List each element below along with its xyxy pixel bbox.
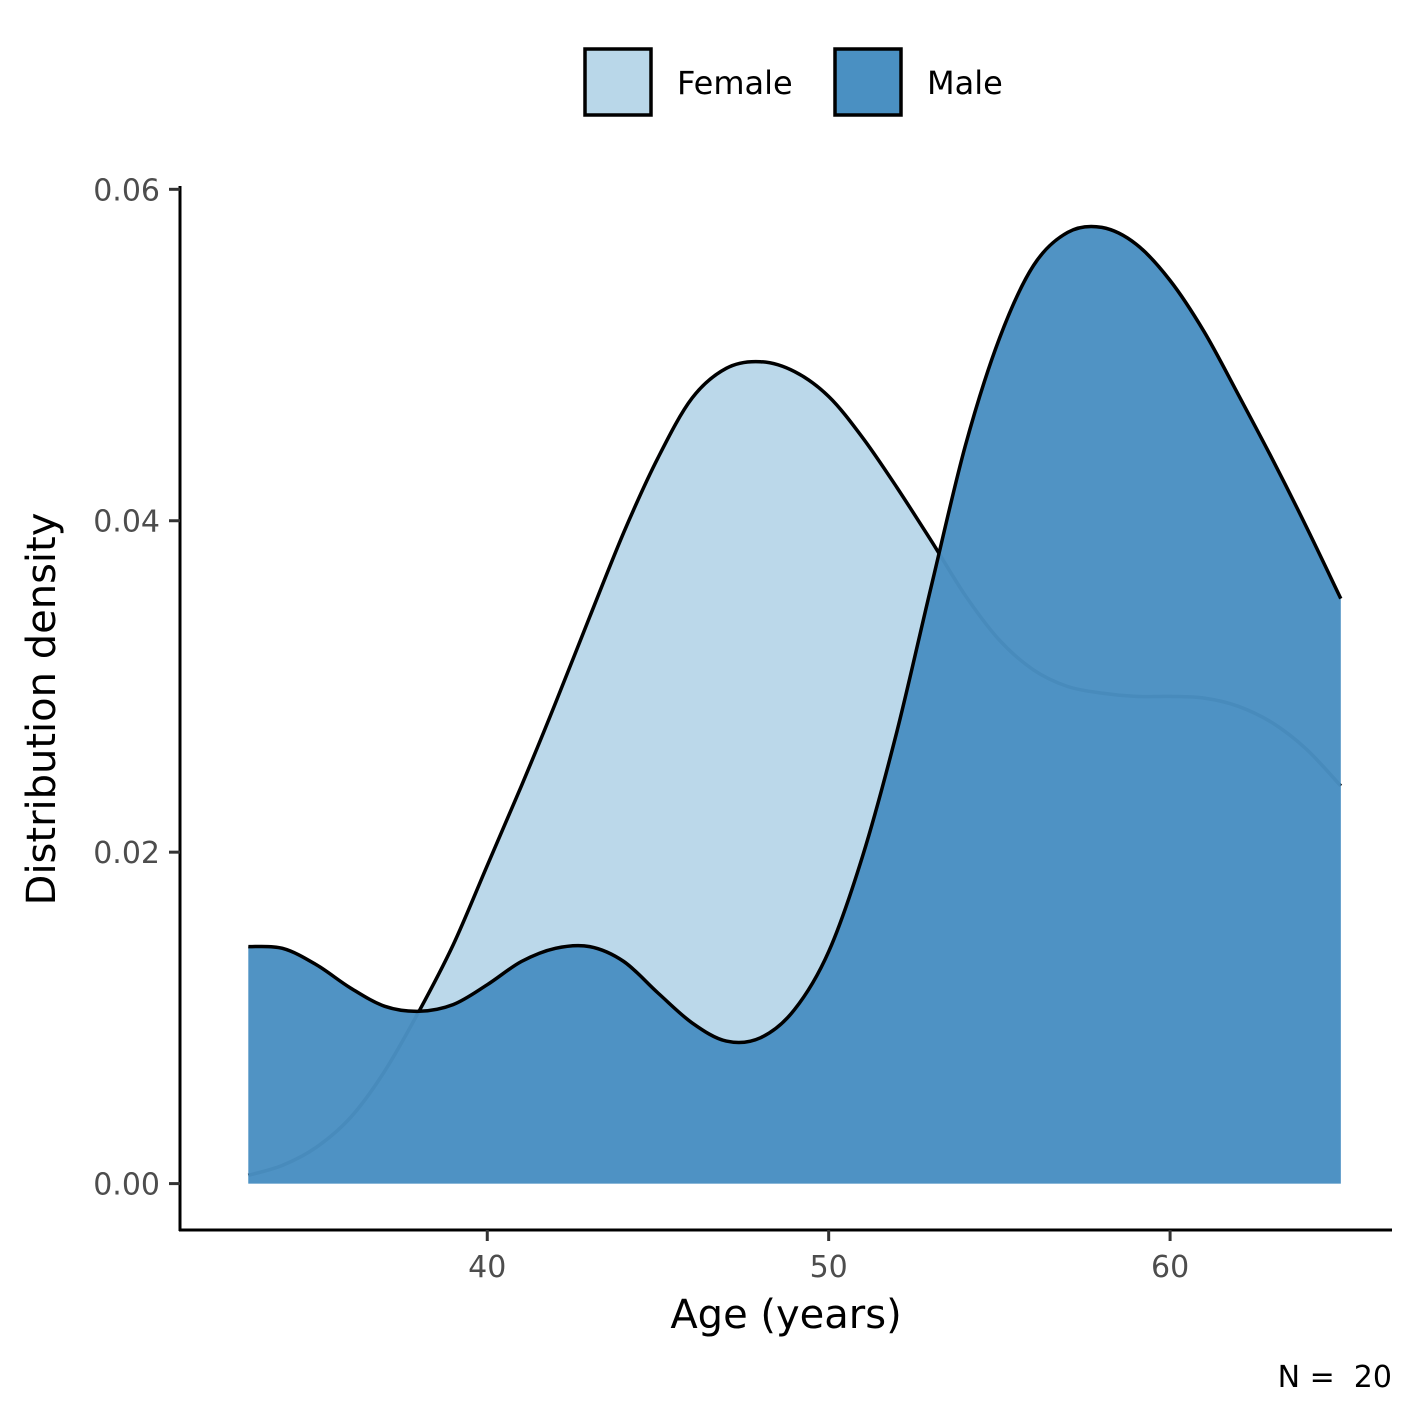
y-tick-label: 0.00 bbox=[93, 1168, 160, 1203]
x-tick-label: 60 bbox=[1151, 1250, 1189, 1285]
legend-label-male: Male bbox=[927, 64, 1003, 102]
plot-area bbox=[247, 224, 1343, 1184]
x-tick-label: 40 bbox=[468, 1250, 506, 1285]
y-tick-label: 0.02 bbox=[93, 836, 160, 871]
y-tick-label: 0.06 bbox=[93, 173, 160, 208]
x-axis-title: Age (years) bbox=[670, 1292, 901, 1338]
sample-size-caption: N = 20 bbox=[1278, 1360, 1392, 1395]
y-axis-title: Distribution density bbox=[19, 513, 65, 906]
density-line-male bbox=[248, 224, 1343, 1045]
x-tick-label: 50 bbox=[810, 1250, 848, 1285]
legend-key-female bbox=[583, 47, 653, 117]
axes: 0.00 0.02 0.04 0.06 40 50 60 bbox=[93, 173, 1392, 1285]
legend-label-female: Female bbox=[677, 64, 793, 102]
density-area-male bbox=[248, 226, 1341, 1184]
y-tick-label: 0.04 bbox=[93, 505, 160, 540]
legend: Female Male bbox=[583, 47, 1003, 117]
legend-key-male bbox=[833, 47, 903, 117]
